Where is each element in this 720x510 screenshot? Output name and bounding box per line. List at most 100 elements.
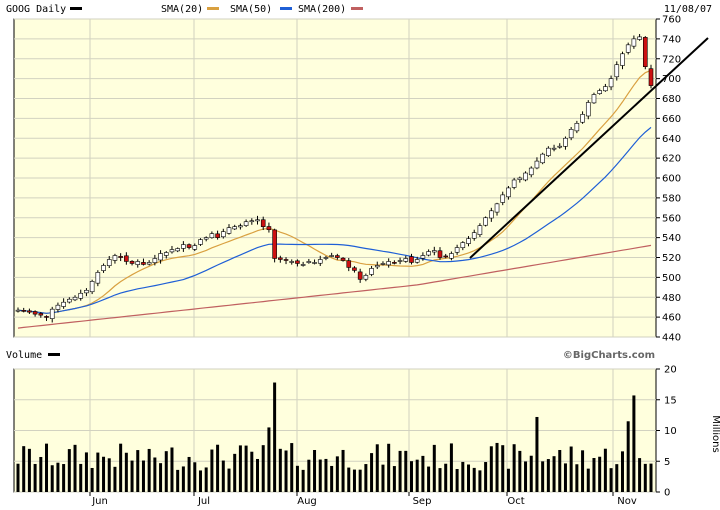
- candle-body: [158, 253, 163, 261]
- volume-bar: [603, 448, 607, 492]
- volume-bar: [404, 450, 408, 492]
- candle-body: [146, 262, 152, 265]
- volume-bar: [102, 456, 106, 492]
- candle-body: [483, 217, 488, 226]
- candle-body: [15, 309, 21, 312]
- candle-body: [563, 137, 568, 147]
- candle-body: [238, 225, 243, 228]
- volume-bar: [284, 450, 288, 492]
- volume-bar: [198, 470, 202, 492]
- candle-body: [186, 244, 192, 248]
- candle-body: [426, 251, 431, 256]
- volume-bar: [586, 468, 590, 492]
- volume-bar: [432, 444, 436, 492]
- candle-body: [192, 245, 198, 250]
- volume-bar: [238, 445, 242, 492]
- volume-bar: [16, 463, 20, 492]
- candle-body: [392, 262, 397, 264]
- candle-body: [243, 221, 249, 226]
- candle-body: [220, 231, 226, 238]
- volume-bar: [558, 449, 562, 492]
- sma50-line: [17, 126, 652, 314]
- volume-label: Volume: [6, 350, 42, 361]
- sma20-label: SMA(20): [161, 4, 203, 15]
- sma200-line: [17, 244, 652, 329]
- volume-bar: [541, 461, 545, 492]
- candlesticks: [15, 34, 654, 323]
- volume-tick-label: 20: [664, 365, 677, 376]
- volume-bar: [484, 462, 488, 492]
- candle-body: [266, 226, 272, 230]
- price-tick-label: 500: [662, 273, 681, 284]
- candle-body: [466, 238, 471, 244]
- sma200-label: SMA(200): [298, 4, 346, 15]
- volume-bar: [295, 465, 299, 492]
- volume-bar: [39, 456, 43, 492]
- volume-bar: [438, 468, 442, 492]
- volume-bar: [67, 449, 71, 492]
- price-tick-label: 600: [662, 174, 681, 185]
- price-tick-label: 760: [662, 15, 681, 26]
- volume-bar: [22, 446, 26, 492]
- candle-body: [283, 259, 289, 261]
- month-label: Jul: [197, 496, 210, 507]
- volume-bar: [649, 463, 653, 492]
- volume-bar: [529, 455, 533, 492]
- candle-body: [32, 311, 38, 315]
- candle-body: [506, 187, 511, 198]
- volume-unit-label: Millions: [710, 415, 720, 452]
- volume-bar: [387, 443, 391, 492]
- volume-bar: [324, 458, 328, 492]
- volume-bar: [370, 453, 374, 492]
- candle-body: [403, 258, 409, 262]
- volume-bar: [124, 452, 128, 492]
- candle-body: [295, 260, 300, 264]
- volume-bar: [330, 465, 334, 492]
- candle-body: [420, 255, 426, 259]
- candle-body: [198, 239, 203, 245]
- candle-body: [511, 179, 517, 188]
- volume-bar: [347, 467, 351, 492]
- price-tick-label: 660: [662, 114, 681, 125]
- candle-body: [363, 275, 369, 280]
- month-label: Nov: [617, 496, 637, 507]
- volume-tick-label: 0: [664, 488, 670, 499]
- volume-bar: [518, 450, 522, 492]
- volume-tick-label: 10: [664, 426, 677, 437]
- candle-body: [369, 268, 374, 275]
- volume-bar: [147, 448, 151, 492]
- volume-tick-label: 15: [664, 395, 677, 406]
- volume-legend-swatch: [48, 353, 60, 356]
- price-tick-label: 460: [662, 313, 681, 324]
- volume-bar: [79, 463, 83, 492]
- candle-body: [106, 259, 112, 266]
- candle-body: [169, 249, 175, 253]
- candle-body: [312, 262, 317, 264]
- volume-bar: [159, 463, 163, 492]
- candle-body: [591, 94, 597, 104]
- volume-bar: [45, 443, 49, 492]
- candle-body: [374, 265, 380, 268]
- volume-bar: [335, 456, 339, 492]
- candle-body: [386, 261, 391, 266]
- volume-bar: [313, 449, 317, 492]
- volume-bar: [113, 466, 117, 492]
- candle-body: [203, 237, 209, 240]
- volume-bar: [290, 443, 294, 492]
- volume-bar: [119, 443, 123, 492]
- moving-averages: [17, 69, 652, 329]
- sma50-legend-swatch: [280, 7, 292, 10]
- candle-body: [181, 244, 186, 249]
- volume-bar: [301, 469, 305, 492]
- candle-body: [409, 256, 414, 263]
- price-tick-label: 560: [662, 213, 681, 224]
- candle-body: [124, 255, 129, 262]
- candle-body: [61, 301, 66, 307]
- volume-bar: [244, 445, 248, 492]
- volume-bar: [364, 464, 368, 492]
- candle-body: [67, 298, 72, 303]
- month-label: Sep: [413, 496, 432, 507]
- volume-bar: [153, 457, 157, 492]
- candle-body: [585, 102, 591, 117]
- volume-bar: [449, 443, 453, 492]
